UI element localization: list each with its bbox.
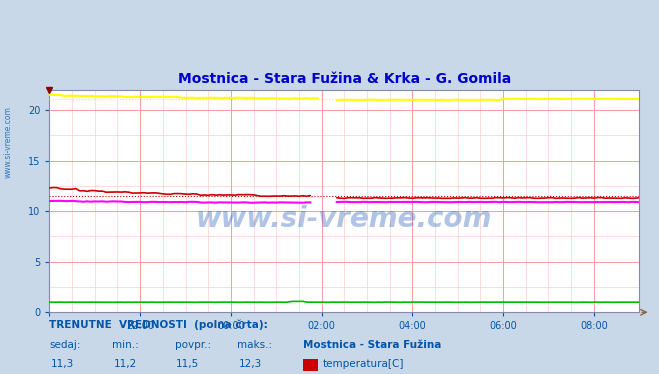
Text: www.si-vreme.com: www.si-vreme.com xyxy=(196,205,492,233)
Text: temperatura[C]: temperatura[C] xyxy=(323,359,405,369)
Text: povpr.:: povpr.: xyxy=(175,340,211,350)
Text: min.:: min.: xyxy=(112,340,139,350)
Text: 11,5: 11,5 xyxy=(176,359,200,369)
Text: 11,3: 11,3 xyxy=(51,359,74,369)
Text: sedaj:: sedaj: xyxy=(49,340,81,350)
Text: www.si-vreme.com: www.si-vreme.com xyxy=(3,106,13,178)
Text: maks.:: maks.: xyxy=(237,340,272,350)
Text: Mostnica - Stara Fužina: Mostnica - Stara Fužina xyxy=(303,340,442,350)
Text: TRENUTNE  VREDNOSTI  (polna črta):: TRENUTNE VREDNOSTI (polna črta): xyxy=(49,320,268,330)
Title: Mostnica - Stara Fužina & Krka - G. Gomila: Mostnica - Stara Fužina & Krka - G. Gomi… xyxy=(178,72,511,86)
Text: 11,2: 11,2 xyxy=(113,359,137,369)
Text: 12,3: 12,3 xyxy=(239,359,262,369)
